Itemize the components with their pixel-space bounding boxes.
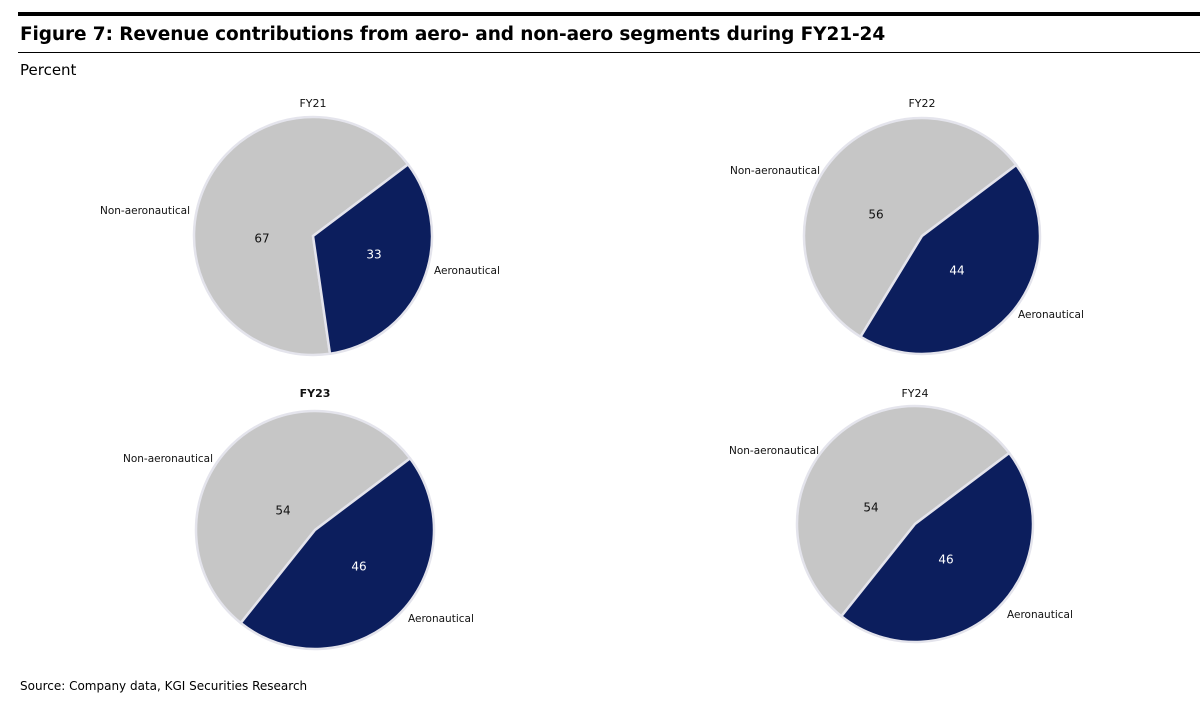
pie-chart-fy24: FY24 46 54 Aeronautical Non-aeronautical xyxy=(729,387,1073,644)
pie-slice-non-aeronautical xyxy=(192,115,410,357)
figure-title: Figure 7: Revenue contributions from aer… xyxy=(20,24,886,45)
pie-slice-non-aeronautical xyxy=(802,116,1018,338)
category-label-aeronautical: Aeronautical xyxy=(1018,309,1084,321)
category-label-non-aeronautical: Non-aeronautical xyxy=(729,445,819,457)
category-label-aeronautical: Aeronautical xyxy=(1007,609,1073,621)
data-label-aeronautical: 46 xyxy=(351,560,366,574)
title-rule xyxy=(18,52,1200,53)
pie-slice-aeronautical xyxy=(859,163,1042,356)
figure-subtitle: Percent xyxy=(20,61,77,79)
data-label-non-aeronautical: 67 xyxy=(254,232,269,246)
data-label-aeronautical: 46 xyxy=(938,553,953,567)
category-label-non-aeronautical: Non-aeronautical xyxy=(100,205,190,217)
pie-slice-non-aeronautical xyxy=(194,409,412,625)
pie-slice-aeronautical xyxy=(239,457,436,651)
pie-slice-non-aeronautical xyxy=(795,404,1011,618)
category-label-aeronautical: Aeronautical xyxy=(408,613,474,625)
pie-chart-title: FY24 xyxy=(901,387,928,400)
pie-chart-fy23: FY23 46 54 Aeronautical Non-aeronautical xyxy=(123,387,474,651)
category-label-non-aeronautical: Non-aeronautical xyxy=(123,453,213,465)
data-label-aeronautical: 44 xyxy=(949,264,964,278)
pie-chart-title: FY23 xyxy=(300,387,331,400)
data-label-non-aeronautical: 54 xyxy=(863,501,878,515)
pie-chart-title: FY21 xyxy=(299,97,326,110)
source-note: Source: Company data, KGI Securities Res… xyxy=(20,679,308,693)
data-label-aeronautical: 33 xyxy=(366,248,381,262)
pie-chart-fy22: FY22 44 56 Aeronautical Non-aeronautical xyxy=(730,97,1084,356)
pie-slice-aeronautical xyxy=(840,451,1035,644)
data-label-non-aeronautical: 56 xyxy=(868,208,883,222)
category-label-non-aeronautical: Non-aeronautical xyxy=(730,165,820,177)
pie-slice-aeronautical xyxy=(311,163,434,356)
top-rule xyxy=(18,12,1200,16)
data-label-non-aeronautical: 54 xyxy=(275,504,290,518)
pie-chart-title: FY22 xyxy=(908,97,935,110)
pie-chart-fy21: FY21 33 67 Aeronautical Non-aeronautical xyxy=(100,97,500,357)
category-label-aeronautical: Aeronautical xyxy=(434,265,500,277)
